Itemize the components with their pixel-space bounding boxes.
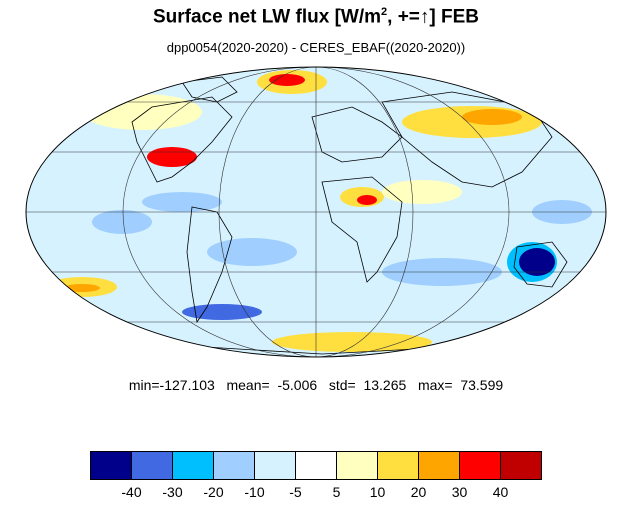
colorbar-tick-label: 20	[410, 484, 427, 500]
colorbar-box	[336, 451, 378, 480]
colorbar-tick-label: -10	[244, 484, 265, 500]
colorbar-box	[254, 451, 296, 480]
world-map	[25, 66, 607, 358]
colorbar-box	[131, 451, 173, 480]
graticule	[26, 67, 606, 357]
globe-outline	[25, 66, 607, 358]
colorbar-tick-label: -5	[289, 484, 302, 500]
colorbar-tick-label: -30	[162, 484, 183, 500]
colorbar-tick-label: -40	[121, 484, 142, 500]
title-superscript: 2	[381, 6, 388, 18]
colorbar-tick-label: 5	[332, 484, 341, 500]
colorbar-box	[172, 451, 214, 480]
statistics-line: min=-127.103 mean= -5.006 std= 13.265 ma…	[128, 377, 504, 393]
title-suffix: , +=↑] FEB	[387, 6, 479, 28]
map-subtitle: dpp0054(2020-2020) - CERES_EBAF((2020-20…	[166, 40, 466, 55]
map-title: Surface net LW flux [W/m2, +=↑] FEB	[0, 6, 632, 28]
colorbar-box	[459, 451, 501, 480]
colorbar	[90, 451, 542, 480]
colorbar-box	[295, 451, 337, 480]
colorbar-tick-label: -20	[203, 484, 224, 500]
colorbar-box	[90, 451, 132, 480]
colorbar-box	[213, 451, 255, 480]
title-main: Surface net LW flux [W/m	[152, 6, 382, 28]
colorbar-tick-label: 30	[451, 484, 468, 500]
colorbar-tick-label: 40	[492, 484, 509, 500]
colorbar-box	[418, 451, 460, 480]
colorbar-tick-label: 10	[369, 484, 386, 500]
colorbar-labels: -40 -30 -20 -10 -5 5 10 20 30 40	[0, 484, 632, 502]
colorbar-box	[500, 451, 542, 480]
colorbar-box	[377, 451, 419, 480]
